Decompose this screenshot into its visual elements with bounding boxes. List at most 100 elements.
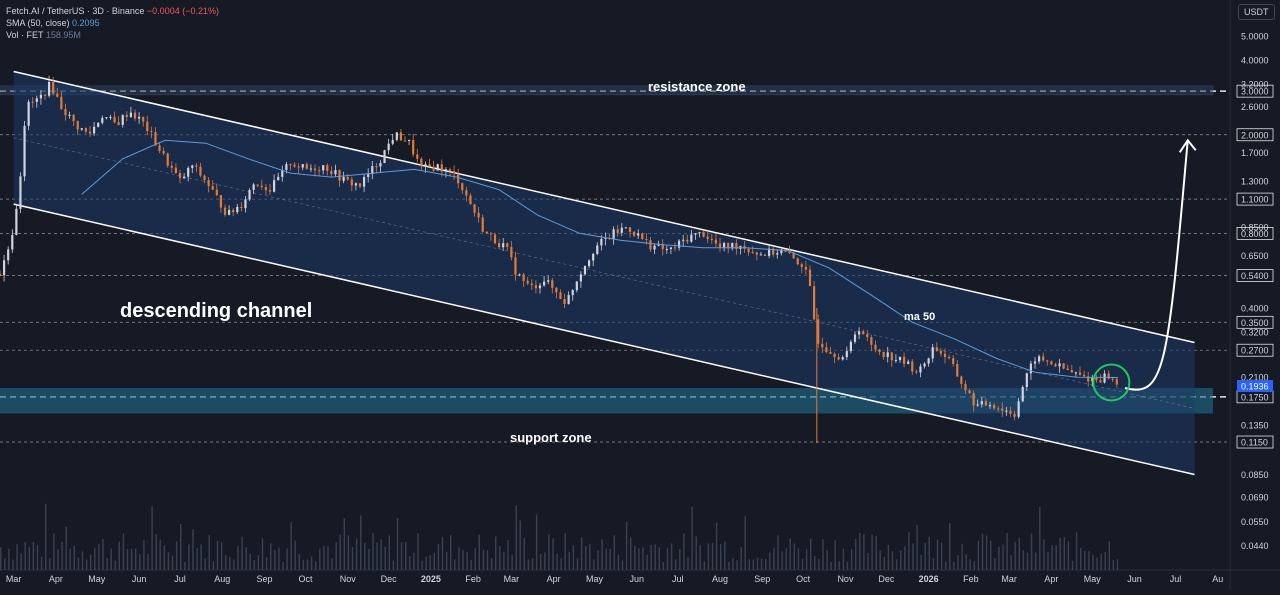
x-tick-label: Mar bbox=[504, 574, 520, 584]
volume-bar bbox=[167, 552, 170, 570]
volume-bar bbox=[895, 559, 898, 570]
channel-upper-line[interactable] bbox=[13, 70, 1195, 344]
volume-bar bbox=[1022, 550, 1025, 570]
candle-body bbox=[718, 243, 722, 248]
volume-label[interactable]: Vol · FET bbox=[6, 30, 44, 40]
volume-bar bbox=[765, 558, 767, 570]
y-tick-label: 0.2100 bbox=[1241, 373, 1269, 383]
candle-body bbox=[665, 249, 668, 251]
volume-bar bbox=[961, 543, 963, 570]
volume-bar bbox=[159, 539, 161, 570]
volume-bar bbox=[1043, 539, 1045, 570]
candle-body bbox=[587, 260, 591, 267]
volume-bar bbox=[28, 547, 30, 570]
candle-body bbox=[334, 170, 337, 175]
candle-body bbox=[1042, 356, 1045, 361]
volume-bar bbox=[16, 544, 18, 570]
candle-body bbox=[223, 207, 227, 215]
volume-bar bbox=[732, 558, 734, 570]
candle-body bbox=[64, 109, 67, 116]
projection-arrow[interactable] bbox=[1124, 140, 1189, 391]
channel-lower-line[interactable] bbox=[13, 203, 1195, 476]
candle-body bbox=[129, 112, 133, 117]
candle-body bbox=[137, 116, 141, 119]
volume-bar bbox=[666, 548, 669, 570]
volume-bar bbox=[998, 546, 1000, 570]
volume-bar bbox=[781, 551, 783, 570]
candle-body bbox=[1029, 363, 1033, 374]
volume-bar bbox=[1030, 533, 1033, 570]
candle-body bbox=[686, 239, 689, 242]
candle-body bbox=[170, 165, 173, 168]
candle-body bbox=[976, 404, 979, 406]
volume-bar bbox=[298, 554, 300, 570]
y-tick-label: 2.6000 bbox=[1241, 102, 1269, 112]
candle-body bbox=[845, 351, 848, 358]
ma50-line[interactable] bbox=[81, 139, 1119, 378]
candle-body bbox=[792, 253, 795, 259]
candle-body bbox=[199, 166, 202, 176]
volume-bar bbox=[454, 559, 456, 570]
volume-bar bbox=[466, 552, 468, 570]
volume-bar bbox=[135, 548, 137, 570]
candle-body bbox=[1001, 408, 1004, 411]
volume-bar bbox=[490, 558, 493, 570]
x-tick-label: Jun bbox=[132, 574, 147, 584]
volume-bar bbox=[388, 535, 390, 570]
currency-button[interactable]: USDT bbox=[1238, 4, 1275, 20]
candle-body bbox=[56, 93, 59, 97]
candle-body bbox=[420, 158, 423, 167]
candle-body bbox=[984, 401, 988, 406]
volume-bar bbox=[130, 548, 133, 570]
candle-body bbox=[579, 274, 583, 282]
volume-bar bbox=[597, 550, 599, 570]
sma-label[interactable]: SMA (50, close) bbox=[6, 18, 70, 28]
volume-bar bbox=[932, 558, 935, 570]
price-level-badge bbox=[1236, 343, 1274, 357]
volume-bar bbox=[405, 541, 407, 570]
x-tick-label: Jun bbox=[630, 574, 645, 584]
candle-body bbox=[1037, 356, 1041, 362]
candle-body bbox=[215, 189, 218, 196]
candle-body bbox=[837, 357, 840, 360]
volume-bar bbox=[985, 535, 988, 570]
volume-bar bbox=[630, 537, 632, 570]
candle-body bbox=[326, 165, 329, 171]
candle-body bbox=[947, 356, 951, 359]
x-tick-label: Apr bbox=[49, 574, 63, 584]
candle-body bbox=[857, 331, 861, 335]
volume-bar bbox=[805, 549, 808, 570]
volume-bar bbox=[36, 545, 39, 570]
volume-bar bbox=[908, 531, 910, 570]
volume-line: Vol · FET 158.95M bbox=[6, 29, 219, 41]
volume-bar bbox=[593, 559, 595, 570]
y-tick-label: 0.2700 bbox=[1241, 346, 1269, 356]
volume-bar bbox=[118, 541, 120, 570]
candle-body bbox=[387, 143, 390, 151]
y-tick-label: 0.3200 bbox=[1241, 327, 1269, 337]
candle-body bbox=[1066, 368, 1069, 370]
candle-body bbox=[448, 169, 452, 172]
y-tick-label: 1.7000 bbox=[1241, 148, 1269, 158]
x-tick-label: Feb bbox=[465, 574, 481, 584]
candle-body bbox=[256, 184, 259, 186]
volume-bar bbox=[114, 560, 116, 570]
x-tick-label: Aug bbox=[712, 574, 728, 584]
volume-bar bbox=[413, 552, 415, 570]
channel-fill bbox=[13, 71, 1195, 475]
candle-body bbox=[673, 247, 677, 249]
volume-bar bbox=[265, 557, 268, 570]
candle-body bbox=[477, 212, 480, 218]
candle-body bbox=[772, 248, 775, 255]
volume-bar bbox=[990, 540, 992, 570]
candle-body bbox=[232, 209, 235, 213]
candle-body bbox=[911, 361, 914, 372]
candle-body bbox=[76, 121, 79, 130]
volume-bar bbox=[916, 524, 918, 570]
candle-body bbox=[571, 290, 574, 296]
candle-body bbox=[297, 166, 300, 168]
symbol-title[interactable]: Fetch.AI / TetherUS · 3D · Binance bbox=[6, 6, 145, 16]
highlight-circle[interactable] bbox=[1092, 363, 1131, 402]
